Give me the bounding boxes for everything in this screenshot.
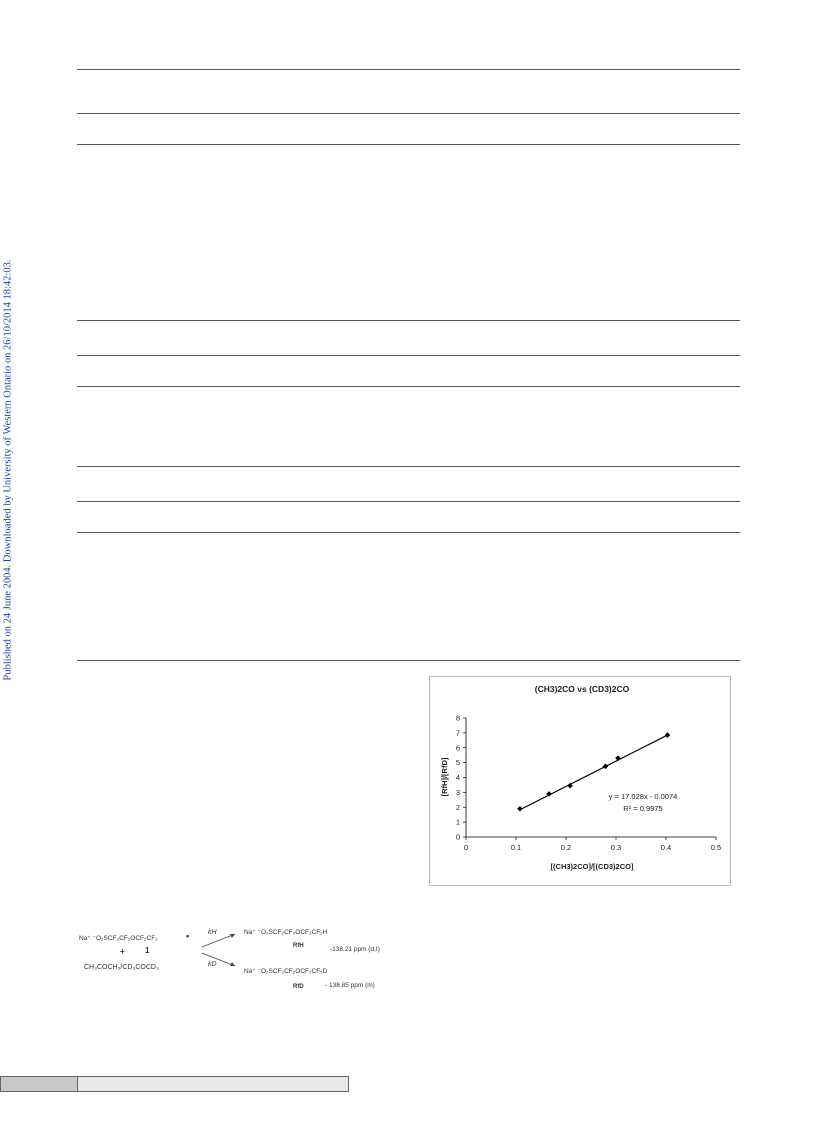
y-tick-label: 7 [456,728,460,737]
chart-title: (CH3)2CO vs (CD3)2CO [535,684,630,694]
y-tick-label: 8 [456,714,460,723]
scheme-compound-1: 1 [145,946,150,955]
y-tick-label: 3 [456,788,460,797]
publication-note[interactable]: Published on 24 June 2004. Downloaded by… [2,259,14,681]
table-rule-mid-2 [77,355,740,356]
scheme-kd-label: kD [208,961,217,968]
data-point [615,755,621,761]
table-rule-top-2 [77,320,740,321]
scheme-product-h-shift: -138.21 ppm (d,t) [330,946,380,953]
table-rule-mid-3 [77,501,740,502]
chart-x-ticks: 0 0.1 0.2 0.3 0.4 0.5 [464,837,721,852]
scheme-product-h: Na⁺ ⁻O₂SCF₂CF₂OCF₂CF₂H [244,929,328,936]
y-tick-label: 1 [456,818,460,827]
scheme-product-d-shift: - 138.85 ppm (m) [325,982,375,989]
table-rule-top-1 [77,69,740,70]
scheme-radical-dot: • [186,931,190,941]
reaction-scheme: Na⁺ ⁻O₂SCF₂CF₂OCF₂CF₂ • + 1 CH₃COCH₃/CD₃… [75,920,405,1000]
kie-chart-figure: (CH3)2CO vs (CD3)2CO 0 1 2 3 4 5 6 7 8 0 0.1 0.2 0.… [429,676,731,886]
y-tick-label: 4 [456,773,460,782]
chart-axes [465,718,716,838]
scheme-kh-label: kH [208,929,217,936]
table-rule-top-3 [77,466,740,467]
kie-chart: (CH3)2CO vs (CD3)2CO 0 1 2 3 4 5 6 7 8 0 0.1 0.2 0.… [440,684,721,871]
x-tick-label: 0.1 [511,843,521,852]
scheme-product-d: Na⁺ ⁻O₂SCF₂CF₂OCF₂CF₂D [244,968,328,975]
y-tick-label: 2 [456,803,460,812]
data-point [664,732,671,738]
y-tick-label: 0 [456,833,460,842]
scheme-solvent: CH₃COCH₃/CD₃COCD₃ [84,964,159,971]
table-rule-mid-1 [77,113,740,114]
x-tick-label: 0.4 [661,843,671,852]
scheme-product-h-label: RfH [293,943,304,949]
chart-trendline [519,734,668,811]
chart-equation: y = 17.028x - 0.0074 [609,792,678,801]
x-tick-label: 0.2 [561,843,571,852]
table-rule-bottom-3 [77,532,740,533]
chart-x-label: [(CH3)2CO]/[(CD3)2CO] [551,862,634,871]
data-point [602,763,609,770]
scheme-arrows [201,933,236,967]
chart-y-label: [RfH]/[RfD] [440,757,449,796]
page-footer-segment [1,1077,78,1091]
x-tick-label: 0.3 [611,843,621,852]
scheme-product-d-label: RfD [293,984,304,990]
x-tick-label: 0 [464,843,468,852]
x-tick-label: 0.5 [711,843,721,852]
data-point [546,791,552,797]
chart-r-squared: R² = 0.9975 [623,804,662,813]
y-tick-label: 5 [456,758,460,767]
y-tick-label: 6 [456,743,460,752]
table-rule-bottom-1 [77,144,740,145]
publication-sidebar: Published on 24 June 2004. Downloaded by… [1,250,15,690]
data-point [517,805,523,812]
page-footer-bar [0,1076,349,1092]
table-rule-end [77,660,740,661]
scheme-reactant: Na⁺ ⁻O₂SCF₂CF₂OCF₂CF₂ [79,935,158,942]
table-rule-bottom-2 [77,386,740,387]
scheme-plus: + [120,947,125,956]
chart-y-ticks: 0 1 2 3 4 5 6 7 8 [456,714,466,842]
